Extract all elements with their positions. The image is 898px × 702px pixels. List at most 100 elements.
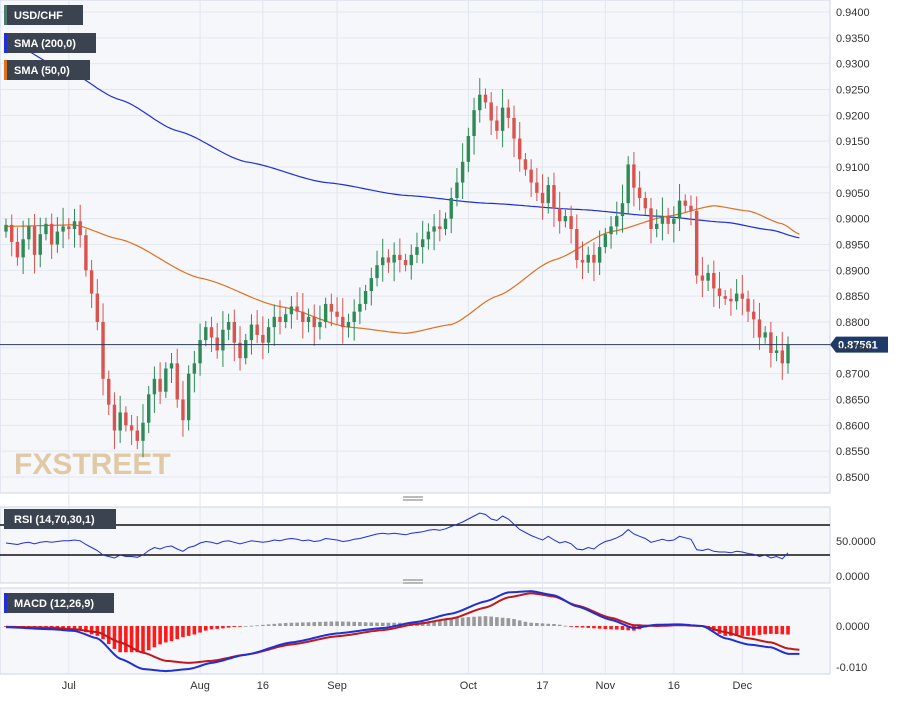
last-price-label: 0.87561 <box>838 340 878 352</box>
candle-body <box>609 226 613 235</box>
candle-body <box>769 332 773 353</box>
candle-body <box>181 399 185 421</box>
macd-histogram-bar <box>72 626 77 629</box>
candles <box>4 78 790 458</box>
candle-body <box>529 169 533 183</box>
candle <box>580 241 585 280</box>
candle-body <box>740 293 745 299</box>
price-tick-label: 0.9000 <box>836 214 870 226</box>
candle <box>455 168 459 207</box>
candle <box>443 212 448 236</box>
rsi-line <box>5 512 789 560</box>
macd-histogram-bar <box>181 626 185 638</box>
candle-body <box>415 247 419 255</box>
candle-body <box>495 120 499 131</box>
macd-histogram-bar <box>192 626 197 635</box>
candle-body <box>706 272 710 281</box>
candle-body <box>455 182 459 198</box>
candle <box>289 296 294 329</box>
candle <box>569 205 573 244</box>
candle <box>523 153 528 176</box>
candle-body <box>472 110 476 136</box>
candle <box>409 244 413 280</box>
macd-histogram-bar <box>563 625 568 627</box>
candle <box>152 366 157 413</box>
candle <box>266 318 271 353</box>
macd-histogram-bar <box>529 622 533 626</box>
candle <box>186 365 191 431</box>
macd-histogram-bar <box>209 626 214 630</box>
candle <box>89 260 94 309</box>
candle <box>734 279 739 310</box>
macd-histogram-bar <box>769 626 773 634</box>
candle <box>192 350 197 393</box>
legend-macd[interactable]: MACD (12,26,9) <box>4 593 114 613</box>
macd-histogram-bar <box>221 626 225 629</box>
candle-body <box>38 234 42 255</box>
candle-body <box>215 337 219 351</box>
legend-usdchf[interactable]: USD/CHF <box>4 5 83 25</box>
macd-histogram-bar <box>198 626 202 633</box>
candle-body <box>244 340 248 359</box>
candle-body <box>221 329 225 351</box>
rsi-resize-handle[interactable] <box>403 496 423 501</box>
price-tick-label: 0.8650 <box>836 395 870 407</box>
candle-body <box>323 303 328 322</box>
legend-usdchf-label: USD/CHF <box>14 10 63 22</box>
legend: USD/CHF SMA (200,0) SMA (50,0) RSI (14,70,3… <box>4 5 116 613</box>
macd-histogram-bar <box>352 621 356 626</box>
candle <box>615 201 619 235</box>
candle <box>426 223 431 250</box>
legend-sma50[interactable]: SMA (50,0) <box>4 60 90 80</box>
macd-histogram-bar <box>261 624 265 626</box>
candle-body <box>535 182 539 193</box>
candle-body <box>67 226 71 229</box>
macd-resize-handle[interactable] <box>403 579 423 584</box>
macd-histogram-bar <box>306 622 311 626</box>
x-tick-label: Sep <box>327 680 347 692</box>
candle-body <box>552 185 556 209</box>
candle <box>518 122 522 172</box>
macd-histogram-bar <box>61 626 65 629</box>
candle-body <box>4 224 8 232</box>
macd-histogram-bar <box>449 618 454 626</box>
price-tick-label: 0.9200 <box>836 110 870 122</box>
macd-histogram-bar <box>124 626 128 653</box>
candle <box>500 88 505 148</box>
candle <box>472 97 476 155</box>
candle <box>712 260 716 308</box>
candle-body <box>32 226 37 255</box>
macd-histogram-bar <box>169 626 174 642</box>
candle <box>61 207 65 249</box>
candle-body <box>717 288 722 297</box>
candle <box>358 287 362 325</box>
candle-body <box>672 218 676 224</box>
candle-body <box>386 257 391 263</box>
candle <box>169 353 174 383</box>
legend-sma200[interactable]: SMA (200,0) <box>4 33 96 53</box>
candle <box>706 264 710 291</box>
candle-body <box>666 216 670 224</box>
macd-histogram-bar <box>557 624 562 626</box>
candle <box>301 293 305 339</box>
candle-body <box>118 412 122 431</box>
macd-histogram-bar <box>380 622 385 626</box>
candle-body <box>272 316 276 328</box>
candle-body <box>352 311 356 322</box>
price-tick-label: 0.8950 <box>836 240 870 252</box>
macd-histogram-bar <box>232 626 237 627</box>
macd-histogram-bar <box>517 620 522 626</box>
candle-body <box>135 430 139 441</box>
candle <box>381 238 385 282</box>
candle-body <box>649 208 653 229</box>
candle-body <box>643 198 647 209</box>
candle <box>398 238 402 273</box>
candle <box>306 308 311 333</box>
price-tick-label: 0.9400 <box>836 7 870 19</box>
candle-body <box>209 327 214 338</box>
candle-body <box>341 316 345 328</box>
candle-body <box>204 327 208 341</box>
macd-histogram-bar <box>318 621 322 626</box>
legend-rsi[interactable]: RSI (14,70,30,1) <box>4 509 116 529</box>
candle <box>255 310 259 344</box>
